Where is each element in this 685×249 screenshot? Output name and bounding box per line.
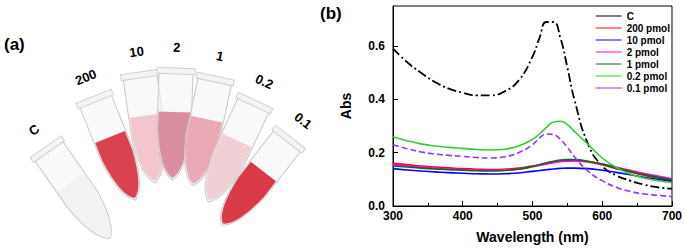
svg-text:0.1: 0.1 (291, 109, 314, 132)
svg-text:0.6: 0.6 (368, 39, 385, 53)
svg-text:2: 2 (173, 40, 181, 55)
svg-text:500: 500 (522, 209, 542, 223)
svg-text:2 pmol: 2 pmol (627, 47, 659, 58)
svg-text:400: 400 (453, 209, 473, 223)
svg-text:0.0: 0.0 (368, 199, 385, 213)
svg-text:600: 600 (592, 209, 612, 223)
svg-text:200: 200 (73, 66, 99, 88)
svg-text:Wavelength (nm): Wavelength (nm) (476, 229, 588, 245)
svg-text:700: 700 (662, 209, 682, 223)
svg-text:(b): (b) (320, 4, 342, 23)
svg-text:Abs: Abs (338, 93, 354, 120)
svg-text:10 pmol: 10 pmol (627, 35, 665, 46)
svg-text:10: 10 (128, 43, 144, 60)
svg-text:200 pmol: 200 pmol (627, 23, 671, 34)
svg-text:C: C (26, 121, 43, 139)
svg-text:0.2: 0.2 (253, 71, 276, 92)
svg-text:(a): (a) (4, 35, 25, 54)
svg-text:1: 1 (215, 48, 225, 64)
svg-text:0.1 pmol: 0.1 pmol (627, 83, 668, 94)
svg-text:1 pmol: 1 pmol (627, 59, 659, 70)
svg-text:300: 300 (383, 209, 403, 223)
svg-text:0.2 pmol: 0.2 pmol (627, 71, 668, 82)
svg-text:0.4: 0.4 (368, 92, 385, 106)
svg-text:C: C (627, 11, 634, 22)
svg-text:0.2: 0.2 (368, 146, 385, 160)
